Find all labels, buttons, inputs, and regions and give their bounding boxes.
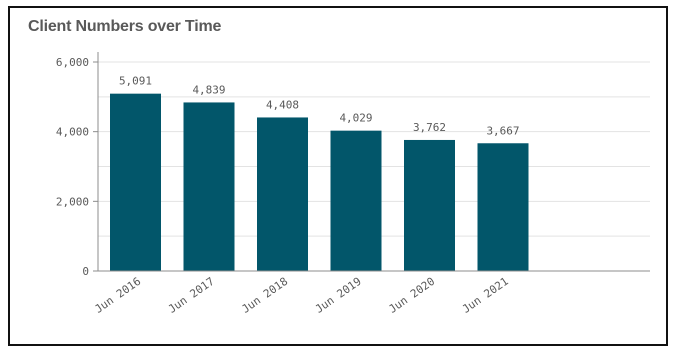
chart-title: Client Numbers over Time bbox=[28, 18, 222, 35]
y-tick-label: 4,000 bbox=[56, 126, 89, 139]
bar bbox=[183, 102, 235, 271]
bar bbox=[330, 130, 382, 271]
bar-chart: 0 2,000 4,000 6,000 5,091 4,839 4,408 4,029 3,7… bbox=[56, 52, 650, 316]
bar bbox=[477, 143, 529, 271]
y-tick-label: 6,000 bbox=[56, 56, 89, 69]
data-label: 5,091 bbox=[119, 75, 152, 88]
data-label: 4,839 bbox=[192, 83, 225, 96]
y-tick-label: 0 bbox=[82, 265, 89, 278]
y-axis: 0 2,000 4,000 6,000 bbox=[56, 52, 99, 278]
data-label: 4,408 bbox=[266, 98, 299, 111]
x-tick-label: Jun 2021 bbox=[460, 275, 511, 316]
data-label: 4,029 bbox=[339, 112, 372, 125]
data-label: 3,667 bbox=[486, 124, 519, 137]
bar bbox=[257, 117, 308, 271]
y-tick-label: 2,000 bbox=[56, 195, 89, 208]
x-tick-label: Jun 2019 bbox=[313, 275, 364, 316]
x-tick-label: Jun 2020 bbox=[386, 275, 437, 316]
data-labels: 5,091 4,839 4,408 4,029 3,762 3,667 bbox=[119, 75, 520, 138]
x-tick-label: Jun 2016 bbox=[92, 275, 143, 316]
bar bbox=[404, 139, 455, 271]
bar bbox=[110, 93, 161, 271]
data-label: 3,762 bbox=[413, 121, 446, 134]
x-tick-label: Jun 2017 bbox=[166, 275, 217, 316]
bars bbox=[110, 93, 529, 271]
chart-panel: Client Numbers over Time 0 2,000 4,000 6,00… bbox=[8, 6, 668, 346]
x-axis: Jun 2016 Jun 2017 Jun 2018 Jun 2019 Jun 2020… bbox=[92, 270, 650, 316]
x-tick-label: Jun 2018 bbox=[239, 275, 290, 316]
